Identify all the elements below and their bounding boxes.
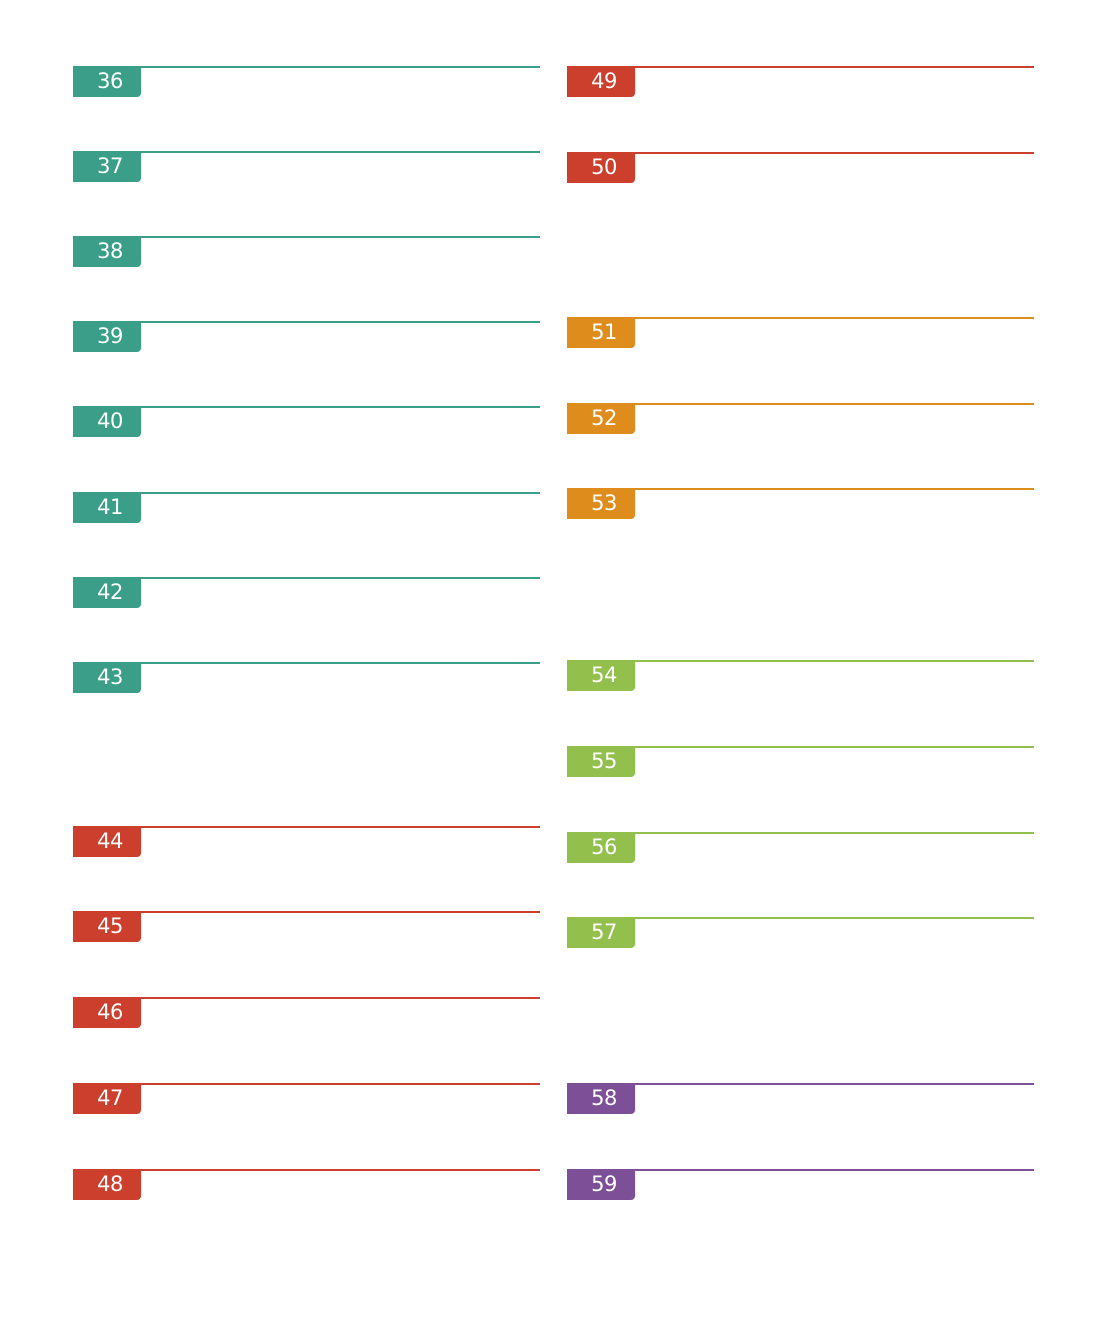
entry-rule: [73, 321, 540, 323]
entry-number-tab: 58: [567, 1083, 636, 1114]
entry-49: 49: [567, 66, 1034, 98]
entry-number-tab: 57: [567, 917, 636, 948]
entry-39: 39: [73, 321, 540, 353]
entry-rule: [567, 403, 1034, 405]
entry-rule: [73, 66, 540, 68]
entry-rule: [567, 746, 1034, 748]
entry-36: 36: [73, 66, 540, 98]
entry-53: 53: [567, 488, 1034, 520]
entry-59: 59: [567, 1169, 1034, 1201]
entry-number-tab: 52: [567, 403, 636, 434]
entry-number-tab: 59: [567, 1169, 636, 1200]
entry-46: 46: [73, 997, 540, 1029]
entry-rule: [73, 577, 540, 579]
entry-54: 54: [567, 660, 1034, 692]
entry-rule: [73, 151, 540, 153]
entry-number-tab: 48: [73, 1169, 142, 1200]
entry-rule: [73, 662, 540, 664]
entry-number-tab: 37: [73, 151, 142, 182]
entry-rule: [73, 236, 540, 238]
entry-number-tab: 51: [567, 317, 636, 348]
entry-number-tab: 36: [73, 66, 142, 97]
entry-rule: [567, 66, 1034, 68]
entry-47: 47: [73, 1083, 540, 1115]
entry-42: 42: [73, 577, 540, 609]
entry-number-tab: 54: [567, 660, 636, 691]
entry-number-tab: 41: [73, 492, 142, 523]
entry-50: 50: [567, 152, 1034, 184]
entry-number-tab: 55: [567, 746, 636, 777]
entry-rule: [73, 492, 540, 494]
entry-rule: [73, 826, 540, 828]
entry-56: 56: [567, 832, 1034, 864]
entry-number-tab: 39: [73, 321, 142, 352]
entry-number-tab: 42: [73, 577, 142, 608]
entry-number-tab: 49: [567, 66, 636, 97]
entry-rule: [567, 660, 1034, 662]
entry-number-tab: 50: [567, 152, 636, 183]
entry-rule: [567, 317, 1034, 319]
entry-rule: [73, 406, 540, 408]
entry-rule: [73, 911, 540, 913]
entry-rule: [567, 1083, 1034, 1085]
entry-37: 37: [73, 151, 540, 183]
entry-48: 48: [73, 1169, 540, 1201]
entry-57: 57: [567, 917, 1034, 949]
entry-number-tab: 53: [567, 488, 636, 519]
entry-number-tab: 43: [73, 662, 142, 693]
entry-43: 43: [73, 662, 540, 694]
entry-number-tab: 46: [73, 997, 142, 1028]
entry-rule: [73, 1169, 540, 1171]
entry-rule: [567, 488, 1034, 490]
entry-38: 38: [73, 236, 540, 268]
entry-44: 44: [73, 826, 540, 858]
entry-52: 52: [567, 403, 1034, 435]
entry-40: 40: [73, 406, 540, 438]
entry-rule: [73, 1083, 540, 1085]
entry-number-tab: 40: [73, 406, 142, 437]
entry-rule: [567, 152, 1034, 154]
entry-number-tab: 44: [73, 826, 142, 857]
entry-number-tab: 47: [73, 1083, 142, 1114]
entry-rule: [73, 997, 540, 999]
entry-45: 45: [73, 911, 540, 943]
entry-55: 55: [567, 746, 1034, 778]
entry-rule: [567, 832, 1034, 834]
entry-rule: [567, 1169, 1034, 1171]
entry-number-tab: 38: [73, 236, 142, 267]
entry-51: 51: [567, 317, 1034, 349]
entry-58: 58: [567, 1083, 1034, 1115]
entry-number-tab: 45: [73, 911, 142, 942]
entry-41: 41: [73, 492, 540, 524]
entry-rule: [567, 917, 1034, 919]
entry-number-tab: 56: [567, 832, 636, 863]
